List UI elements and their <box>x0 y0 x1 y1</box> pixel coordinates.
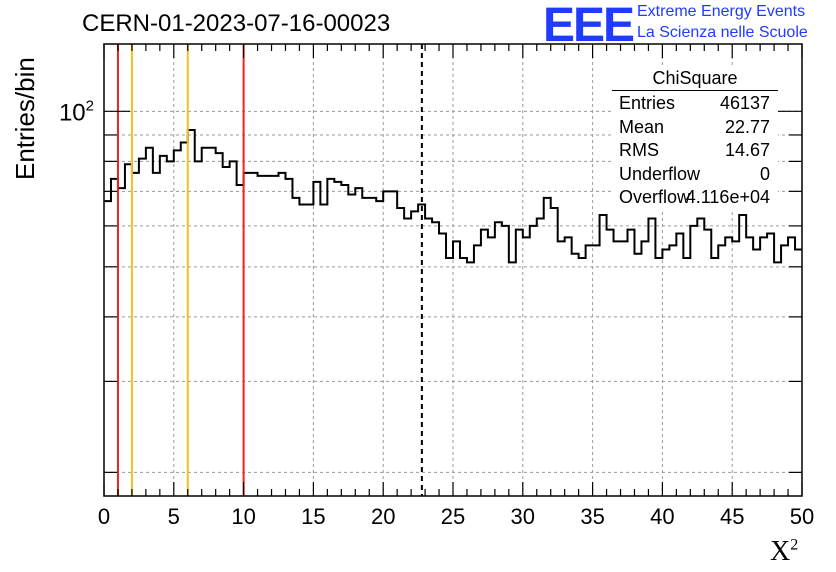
axes-layer <box>103 43 803 497</box>
x-tick-label: 5 <box>168 504 180 529</box>
stats-row: RMS 14.67 <box>612 138 778 162</box>
x-tick-label: 25 <box>441 504 465 529</box>
y-tick-label: 102 <box>59 97 94 126</box>
x-tick-label: 50 <box>790 504 814 529</box>
stats-label: Mean <box>619 116 665 137</box>
stats-row: Entries 46137 <box>612 91 778 115</box>
x-axis-label-base: X <box>770 536 791 567</box>
y-axis-label: Entries/bin <box>10 57 40 180</box>
stats-title: ChiSquare <box>612 68 778 91</box>
stats-value: 14.67 <box>724 140 770 160</box>
y-tick-label-exponent: 2 <box>86 97 94 114</box>
eee-logo: EEE <box>543 0 635 52</box>
x-tick-label: 0 <box>98 504 110 529</box>
histogram-layer <box>104 129 802 264</box>
stats-label: RMS <box>619 140 659 160</box>
stats-label: Entries <box>619 93 676 113</box>
stats-box: ChiSquare Entries 46137 Mean 22.77 RMS 1… <box>612 68 778 209</box>
marker-lines-layer <box>116 44 423 496</box>
x-tick-label: 40 <box>650 504 674 529</box>
chart-title: CERN-01-2023-07-16-00023 <box>82 10 391 37</box>
x-tick-label: 35 <box>580 504 604 529</box>
stats-value: 22.77 <box>724 116 770 137</box>
stats-value: 46137 <box>719 93 770 113</box>
stats-row: Mean 22.77 <box>612 115 778 139</box>
stats-label: Overflow <box>619 187 691 207</box>
stats-value: 4.116e+04 <box>685 187 770 207</box>
x-axis-label: X2 <box>770 536 798 568</box>
x-tick-label: 20 <box>371 504 395 529</box>
grid-layer <box>104 44 802 496</box>
x-tick-label: 30 <box>511 504 535 529</box>
histogram-series <box>104 129 802 264</box>
x-tick-label: 45 <box>720 504 744 529</box>
stats-row: Overflow 4.116e+04 <box>612 185 778 209</box>
stats-value: 0 <box>759 163 770 184</box>
logo-line-1: Extreme Energy Events <box>637 3 806 20</box>
stats-label: Underflow <box>619 163 701 184</box>
y-tick-label-base: 10 <box>59 99 86 126</box>
logo-line-2: La Scienza nelle Scuole <box>637 24 808 41</box>
x-axis-label-exponent: 2 <box>790 536 799 554</box>
stats-row: Underflow 0 <box>612 162 778 186</box>
x-tick-label: 10 <box>231 504 255 529</box>
x-tick-label: 15 <box>301 504 325 529</box>
